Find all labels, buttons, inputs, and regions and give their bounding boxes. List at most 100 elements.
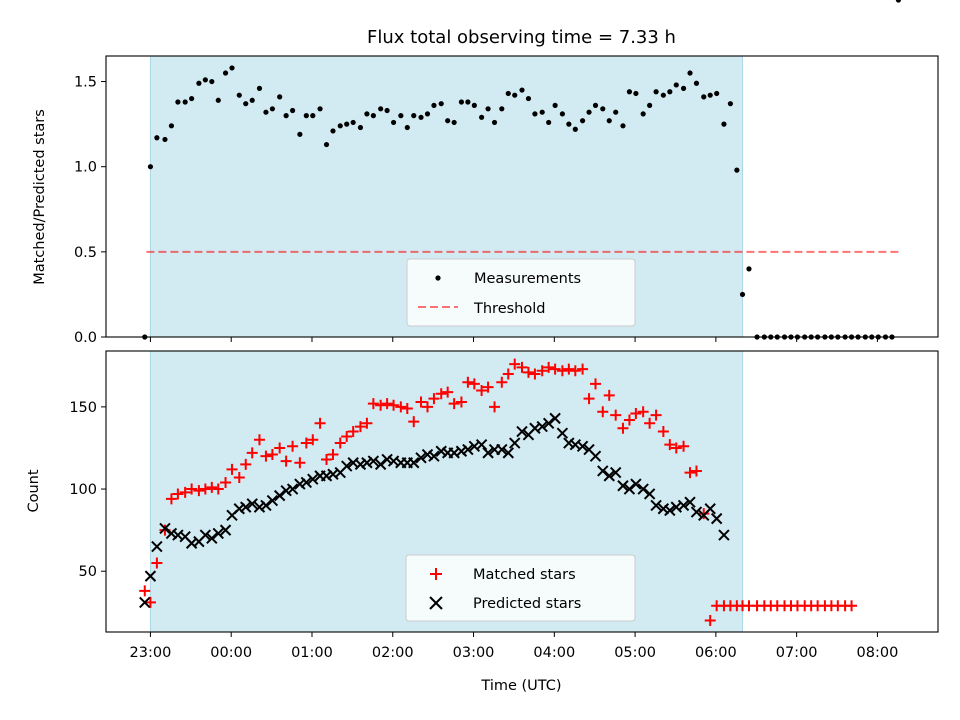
chart-title: Flux total observing time = 7.33 h: [367, 27, 676, 48]
matched-star-point: [246, 447, 258, 459]
predicted-star-point: [435, 445, 447, 457]
measurement-point: [310, 113, 316, 119]
measurement-point: [539, 109, 545, 115]
measurement-point: [445, 118, 451, 124]
matched-star-point: [287, 440, 299, 452]
measurement-point: [491, 119, 498, 126]
matched-star-point: [253, 434, 265, 446]
predicted-star-point: [704, 503, 716, 515]
measurement-point: [330, 128, 336, 134]
x-tick-label: 06:00: [695, 645, 737, 661]
matched-star-point: [637, 406, 649, 418]
matched-star-point: [314, 417, 326, 429]
measurement-point: [378, 106, 384, 112]
measurement-point: [337, 123, 343, 129]
bottom-y-tick-label: 50: [79, 564, 97, 580]
matched-star-point: [401, 403, 413, 415]
matched-star-point: [274, 442, 286, 454]
matched-star-point: [395, 401, 407, 413]
matched-star-point: [678, 440, 690, 452]
measurement-point: [283, 113, 289, 119]
matched-star-point: [442, 386, 454, 398]
measurement-point: [653, 89, 659, 95]
predicted-star-point: [563, 437, 575, 449]
predicted-star-point: [408, 457, 420, 469]
predicted-star-point: [139, 596, 151, 609]
top-y-tick-label: 0.0: [74, 330, 97, 346]
predicted-star-point: [684, 496, 696, 508]
measurement-point: [323, 141, 330, 148]
predicted-star-point: [367, 455, 380, 467]
x-axis-label: Time (UTC): [480, 678, 561, 694]
predicted-star-point: [623, 483, 636, 495]
measurement-point: [236, 92, 242, 98]
measurement-point: [552, 102, 558, 108]
matched-star-point: [543, 361, 555, 373]
bottom-legend-box: [405, 554, 636, 622]
matched-star-point: [583, 393, 595, 405]
measurement-point: [168, 123, 175, 129]
measurement-point: [243, 101, 249, 107]
measurement-point: [626, 89, 633, 95]
measurement-point: [465, 99, 471, 105]
matched-star-point: [630, 407, 642, 419]
predicted-star-point: [496, 443, 508, 456]
top-y-axis-label: Matched/Predicted stars: [32, 109, 48, 285]
matched-star-point: [476, 384, 488, 396]
measurement-point: [525, 95, 532, 102]
predicted-star-point: [246, 498, 258, 510]
measurement-point: [499, 106, 505, 112]
predicted-star-point: [300, 476, 313, 489]
measurement-point: [680, 85, 687, 91]
measurement-point: [263, 109, 269, 115]
predicted-star-point: [219, 524, 232, 536]
x-tick-label: 01:00: [291, 645, 333, 661]
measurement-point: [390, 119, 397, 126]
measurement-point: [519, 87, 525, 93]
predicted-star-point: [650, 499, 662, 512]
measurement-point: [620, 123, 626, 129]
top-y-tick-label: 1.5: [74, 75, 97, 91]
measurement-point: [687, 70, 693, 76]
matched-legend-marker: [430, 568, 442, 580]
predicted-star-point: [516, 425, 528, 438]
matched-star-point: [233, 472, 245, 484]
predicted-star-point: [361, 457, 373, 469]
measurement-point: [701, 94, 707, 100]
matched-star-point: [610, 409, 622, 421]
measurement-point: [370, 113, 376, 119]
measurement-point: [746, 266, 752, 272]
measurement-point: [586, 109, 592, 115]
matched-star-point: [690, 465, 702, 477]
predicted-star-point: [630, 478, 642, 490]
matched-star-point: [186, 483, 198, 495]
matched-star-point: [280, 455, 292, 467]
predicted-star-point: [151, 540, 163, 553]
measurement-point: [633, 90, 639, 97]
matched-star-point: [240, 458, 252, 470]
threshold-legend-label: Threshold: [473, 301, 545, 317]
predicted-star-point: [159, 522, 171, 535]
matched-star-point: [367, 398, 379, 410]
predicted-star-point: [509, 437, 521, 449]
predicted-star-point: [589, 450, 602, 462]
measurement-point: [727, 101, 734, 107]
matched-star-point: [307, 434, 319, 446]
predicted-star-point: [273, 489, 286, 502]
predicted-star-point: [542, 417, 555, 430]
measurement-point: [364, 111, 370, 117]
predicted-star-point: [428, 450, 440, 462]
matched-star-point: [408, 416, 420, 428]
bottom-panel: 50 100 150 23:00 00:00 01:00 02:00 03:00 04:00 0…: [26, 351, 939, 694]
matched-star-point: [502, 368, 514, 380]
matched-star-point: [556, 365, 568, 377]
predicted-star-point: [603, 470, 615, 482]
predicted-star-point: [597, 465, 609, 477]
predicted-star-point: [240, 501, 252, 513]
matched-star-point: [563, 363, 575, 375]
predicted-star-point: [199, 529, 212, 541]
matched-star-point: [455, 396, 467, 408]
measurement-point: [162, 136, 168, 143]
matched-star-point: [536, 365, 548, 377]
measurement-point: [546, 119, 552, 126]
